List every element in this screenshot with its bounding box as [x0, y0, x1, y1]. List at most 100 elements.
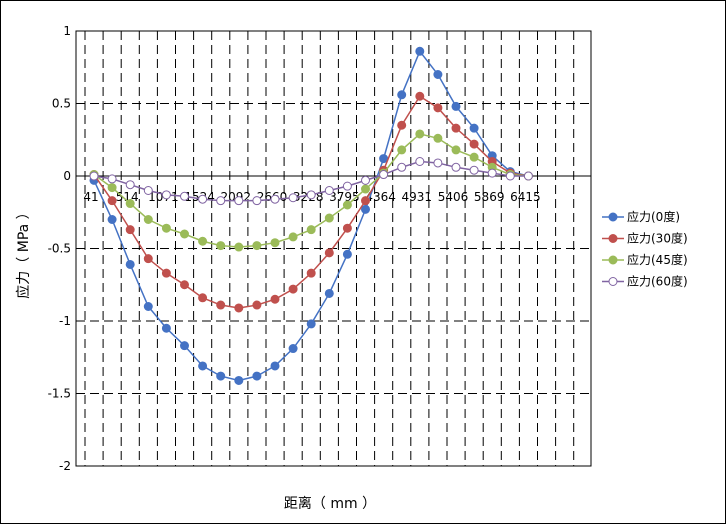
- data-point: [288, 232, 298, 242]
- data-point: [234, 375, 244, 385]
- data-point: [270, 294, 280, 304]
- data-point: [469, 152, 479, 162]
- data-point: [180, 341, 189, 351]
- y-tick-label: -0.5: [48, 242, 71, 256]
- plot-area: [75, 30, 592, 467]
- data-point: [324, 186, 334, 195]
- data-point: [234, 242, 244, 252]
- series-line: [93, 49, 529, 382]
- x-tick-label: 5869: [474, 190, 505, 204]
- data-point: [180, 280, 189, 290]
- grid-lines: [76, 31, 591, 466]
- data-point: [451, 101, 461, 111]
- data-point: [234, 303, 244, 313]
- legend-item: 应力(30度): [602, 231, 688, 246]
- data-point: [433, 103, 443, 113]
- data-point: [161, 223, 171, 233]
- data-point: [252, 371, 262, 381]
- x-axis-title: 距离（ mm ）: [284, 495, 376, 512]
- data-point: [306, 190, 316, 200]
- data-point: [288, 193, 298, 203]
- data-point: [89, 171, 99, 181]
- data-point: [397, 162, 407, 172]
- data-point: [433, 158, 443, 168]
- y-tick-label: 0.5: [52, 97, 71, 111]
- data-point: [270, 238, 280, 248]
- legend-marker: [608, 234, 618, 243]
- data-point: [324, 248, 334, 258]
- data-point: [361, 184, 370, 194]
- data-point: [107, 215, 117, 224]
- data-point: [361, 204, 370, 214]
- legend-item: 应力(0度): [602, 209, 680, 224]
- y-tick-label: -2: [59, 459, 71, 473]
- data-point: [216, 371, 226, 381]
- plot-border: [75, 30, 592, 467]
- data-point: [379, 170, 389, 180]
- x-tick-label: 5406: [438, 190, 469, 204]
- data-point: [451, 123, 461, 133]
- legend-label: 应力(30度): [627, 231, 688, 246]
- data-point: [216, 241, 226, 251]
- legend-item: 应力(45度): [602, 252, 688, 267]
- data-point: [288, 284, 298, 294]
- y-tick-label: 0: [63, 169, 71, 183]
- x-tick-label: 4364: [365, 190, 396, 204]
- legend: 应力(0度) 应力(30度) 应力(45度) 应力(60度): [602, 209, 688, 289]
- legend-label: 应力(45度): [627, 252, 688, 267]
- data-point: [180, 229, 189, 239]
- data-point: [270, 194, 280, 204]
- data-point: [342, 223, 352, 233]
- data-point: [125, 225, 135, 235]
- data-point: [469, 139, 479, 149]
- x-tick-label: 6415: [510, 190, 541, 204]
- data-point: [433, 133, 443, 143]
- data-point: [324, 213, 334, 223]
- data-point: [125, 199, 135, 209]
- legend-item: 应力(60度): [602, 274, 688, 289]
- data-point: [143, 254, 153, 264]
- data-point: [216, 300, 226, 310]
- data-point: [342, 181, 352, 191]
- data-point: [252, 241, 262, 251]
- data-point: [361, 175, 370, 185]
- x-tick-label: 41: [83, 190, 98, 204]
- series-3: [89, 157, 533, 206]
- data-point: [324, 288, 334, 298]
- data-point: [125, 259, 135, 269]
- data-point: [107, 174, 117, 184]
- data-point: [505, 171, 515, 181]
- data-point: [107, 183, 117, 193]
- data-point: [198, 361, 208, 371]
- data-point: [306, 268, 316, 278]
- legend-label: 应力(60度): [627, 274, 688, 289]
- data-point: [451, 145, 461, 155]
- data-point: [143, 215, 153, 224]
- y-axis: 1 0.5 0 -0.5 -1 -1.5 -2: [48, 24, 71, 473]
- data-point: [469, 123, 479, 133]
- legend-marker: [608, 212, 618, 222]
- data-point: [306, 225, 316, 235]
- legend-marker: [608, 255, 618, 265]
- data-point: [198, 293, 208, 303]
- data-point: [143, 186, 153, 195]
- data-point: [270, 361, 280, 371]
- data-point: [415, 46, 425, 56]
- legend-label: 应力(0度): [627, 209, 680, 224]
- data-point: [415, 157, 425, 166]
- data-point: [306, 319, 316, 329]
- data-point: [107, 196, 117, 206]
- data-point: [487, 168, 497, 178]
- data-point: [180, 191, 189, 201]
- data-point: [125, 180, 135, 190]
- y-tick-label: -1.5: [48, 387, 71, 401]
- data-point: [198, 194, 208, 204]
- data-point: [415, 129, 425, 139]
- data-point: [216, 196, 226, 206]
- data-point: [397, 120, 407, 130]
- data-point: [161, 190, 171, 200]
- data-point: [252, 300, 262, 310]
- data-point: [342, 200, 352, 210]
